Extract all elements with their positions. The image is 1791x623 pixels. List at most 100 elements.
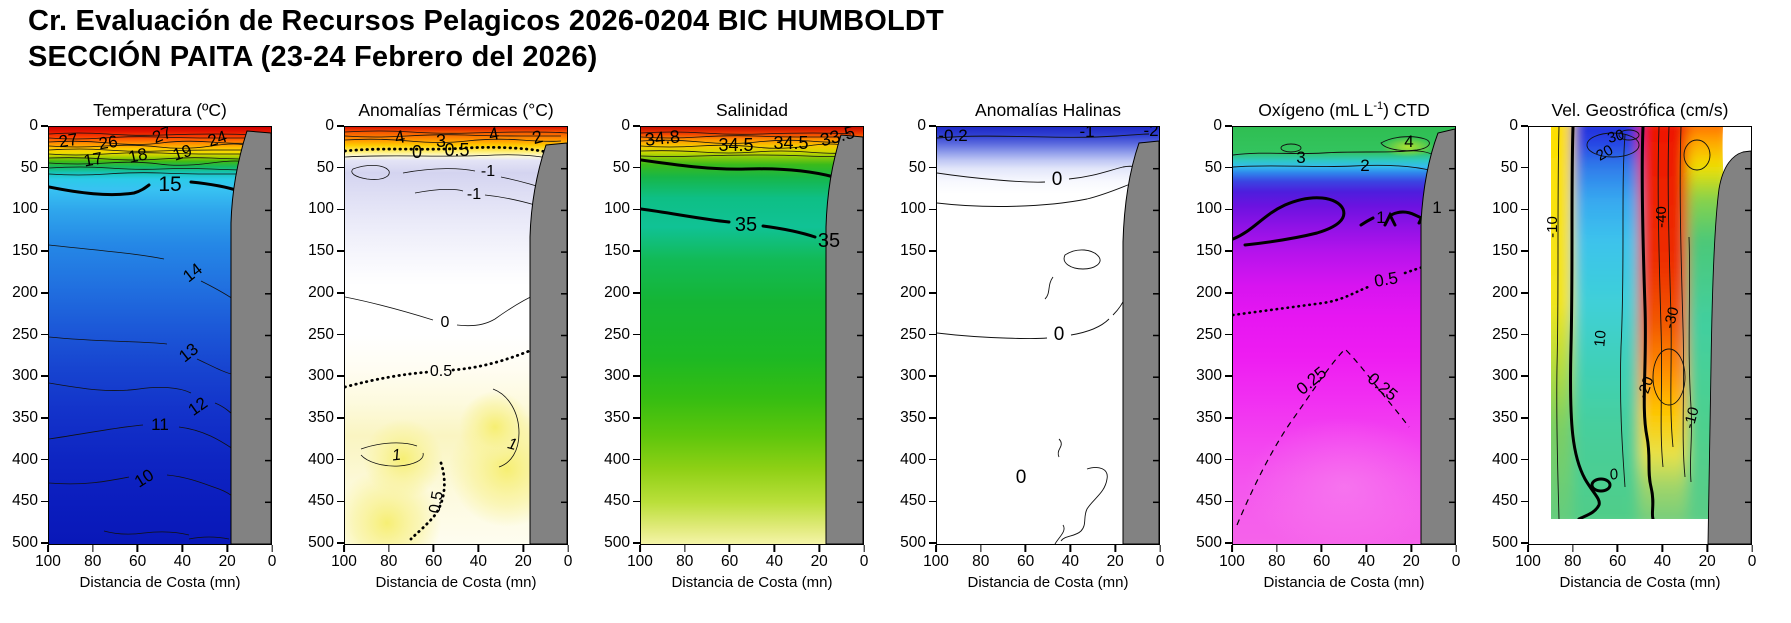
contour-label: 0.5 [1373, 268, 1400, 291]
land-mask [529, 142, 567, 544]
y-tick: 400 [900, 451, 936, 469]
panel-title-anomalias-termicas: Anomalías Térmicas (°C) [344, 100, 568, 121]
pale-deep-patch [1244, 417, 1444, 544]
y-tick: 300 [12, 367, 48, 385]
panel-title-vel-geostrofica: Vel. Geostrófica (cm/s) [1528, 100, 1752, 121]
anomalias-halinas-contour-plot: -0.2 -1 -2 0 0 0 [937, 127, 1159, 544]
title-text: Anomalías Térmicas (°C) [358, 100, 554, 120]
y-tick: 450 [1196, 492, 1232, 510]
contour-label: 10 [1591, 330, 1609, 348]
contour-label: 34.5 [773, 133, 808, 153]
contour-labels: 4 3 4 2 0 0.5 -1 -1 0 0.5 1 1 0.5 [391, 127, 545, 515]
x-tick: 80 [972, 545, 989, 570]
y-tick: 250 [1196, 326, 1232, 344]
contour-label: -10 [1681, 405, 1703, 430]
y-tick: 400 [1196, 451, 1232, 469]
y-tick: 250 [900, 326, 936, 344]
contour-label: 2 [530, 127, 545, 148]
y-tick: 100 [308, 200, 344, 218]
y-tick: 450 [308, 492, 344, 510]
y-tick: 100 [12, 200, 48, 218]
contour-label: 1 [1376, 208, 1385, 227]
contour-label: -40 [1653, 206, 1670, 228]
plot-anomalias-halinas: -0.2 -1 -2 0 0 0 [936, 126, 1160, 545]
land-mask [1420, 128, 1455, 544]
plot-anomalias-termicas: 4 3 4 2 0 0.5 -1 -1 0 0.5 1 1 0.5 [344, 126, 568, 545]
x-tick: 80 [1564, 545, 1581, 570]
anomalias-termicas-contour-plot: 4 3 4 2 0 0.5 -1 -1 0 0.5 1 1 0.5 [345, 127, 567, 544]
title-sup: -1 [1373, 100, 1384, 113]
x-tick: 20 [219, 545, 236, 570]
x-tick: 80 [84, 545, 101, 570]
y-tick: 0 [621, 117, 640, 135]
title-text: ) CTD [1383, 100, 1430, 120]
y-tick: 400 [604, 451, 640, 469]
x-tick: 80 [676, 545, 693, 570]
y-tick: 350 [12, 409, 48, 427]
contour-label: 11 [151, 415, 169, 434]
contour-label: 30 [1606, 127, 1627, 147]
y-tick: 500 [308, 534, 344, 552]
panel-title-anomalias-halinas: Anomalías Halinas [936, 100, 1160, 121]
land-mask [230, 130, 271, 544]
velocity-field [1551, 127, 1725, 519]
x-tick: 40 [1654, 545, 1671, 570]
contour-label: 4 [487, 127, 501, 145]
y-axis-anomalias-halinas: 0 50 100 150 200 250 300 350 400 450 500 [896, 117, 936, 551]
plot-vel-geostrofica: 30 20 10 -10 -40 -30 -20 -10 0 [1528, 126, 1752, 545]
contour-label: -0.2 [938, 127, 967, 145]
y-tick: 50 [613, 159, 640, 177]
y-tick: 300 [604, 367, 640, 385]
contour-label: 15 [158, 173, 181, 196]
plot-salinidad: 34.8 34.5 34.5 33.5 35 35 [640, 126, 864, 545]
land-mask [825, 134, 863, 544]
x-tick: 0 [564, 545, 572, 570]
contour-label: 1 [506, 435, 519, 454]
contour-label: 0.5 [426, 490, 447, 515]
contour-label: -2 [1143, 127, 1158, 140]
title-text: Anomalías Halinas [975, 100, 1121, 120]
contour-label: -1 [1079, 127, 1094, 141]
x-tick: 100 [627, 545, 653, 570]
contour-label: 18 [127, 144, 149, 167]
contour-label: 0 [441, 314, 450, 331]
x-tick: 60 [1313, 545, 1330, 570]
y-tick: 300 [1196, 367, 1232, 385]
contour-lines-thin [49, 132, 252, 540]
x-tick: 40 [766, 545, 783, 570]
salinidad-contour-plot: 34.8 34.5 34.5 33.5 35 35 [641, 127, 863, 544]
vel-geostrofica-contour-plot: 30 20 10 -10 -40 -30 -20 -10 0 [1544, 127, 1751, 544]
panel-vel-geostrofica: Vel. Geostrófica (cm/s) 0 50 100 150 200 250 3… [1488, 100, 1784, 591]
y-tick: 200 [1196, 284, 1232, 302]
contour-lines-thin [1233, 136, 1438, 172]
x-tick: 20 [1107, 545, 1124, 570]
x-tick: 20 [811, 545, 828, 570]
y-axis-oxigeno: 0 50 100 150 200 250 300 350 400 450 500 [1192, 117, 1232, 551]
y-tick: 350 [1492, 409, 1528, 427]
y-axis-salinidad: 0 50 100 150 200 250 300 350 400 450 500 [600, 117, 640, 551]
y-tick: 0 [917, 117, 936, 135]
contour-label: 34.8 [644, 127, 681, 150]
y-tick: 350 [1196, 409, 1232, 427]
y-tick: 450 [604, 492, 640, 510]
x-tick: 0 [1748, 545, 1756, 570]
x-tick: 100 [1515, 545, 1541, 570]
panels-row: Temperatura (ºC) 0 50 100 150 200 250 300 350 40… [8, 100, 1784, 591]
y-tick: 250 [12, 326, 48, 344]
x-tick: 0 [1156, 545, 1164, 570]
panel-temperatura: Temperatura (ºC) 0 50 100 150 200 250 300 350 40… [8, 100, 304, 591]
x-axis-label: Distancia de Costa (mn) [79, 574, 241, 591]
x-axis-oxigeno: 100 80 60 40 20 0 [1219, 545, 1460, 571]
y-tick: 150 [308, 242, 344, 260]
contour-label: 0 [1054, 324, 1065, 345]
y-tick: 100 [1492, 200, 1528, 218]
y-tick: 350 [900, 409, 936, 427]
x-tick: 0 [268, 545, 276, 570]
title-text: Salinidad [716, 100, 788, 120]
x-tick: 40 [1062, 545, 1079, 570]
x-axis-temperatura: 100 80 60 40 20 0 [35, 545, 276, 571]
y-tick: 0 [1509, 117, 1528, 135]
contour-label: 26 [98, 132, 119, 153]
x-tick: 20 [1403, 545, 1420, 570]
y-tick: 150 [1492, 242, 1528, 260]
